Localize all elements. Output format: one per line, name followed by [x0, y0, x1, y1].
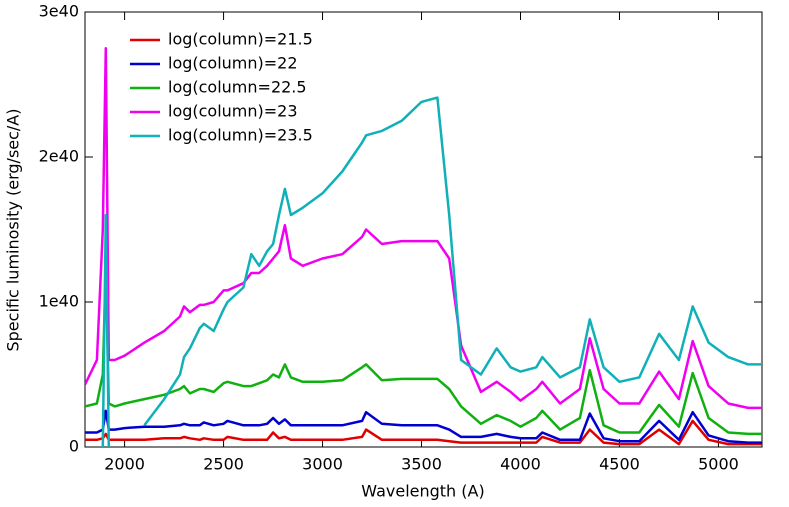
- series-line: [85, 264, 762, 436]
- x-tick-label: 4500: [599, 455, 640, 474]
- legend-label: log(column)=21.5: [168, 30, 313, 49]
- series-line: [85, 409, 762, 444]
- legend-label: log(column)=22: [168, 54, 298, 73]
- plot-frame: [84, 11, 763, 448]
- y-tick-label: 3e40: [39, 2, 79, 21]
- y-tick-label: 0: [69, 437, 79, 456]
- y-tick-label: 1e40: [39, 292, 79, 311]
- x-axis-label: Wavelength (A): [361, 482, 484, 501]
- series-line: [101, 96, 762, 447]
- x-tick-label: 3500: [401, 455, 442, 474]
- x-tick-label: 2000: [104, 455, 145, 474]
- x-tick-label: 5000: [698, 455, 739, 474]
- y-tick-label: 2e40: [39, 147, 79, 166]
- legend-label: log(column)=23: [168, 102, 298, 121]
- x-tick-label: 3000: [302, 455, 343, 474]
- legend-label: log(column=22.5: [168, 78, 307, 97]
- x-tick-label: 4000: [500, 455, 541, 474]
- legend-label: log(column)=23.5: [168, 126, 313, 145]
- series-line: [85, 47, 762, 410]
- y-axis-label: Specific luminosity (erg/sec/A): [4, 109, 23, 352]
- series-line: [85, 419, 762, 446]
- x-tick-label: 2500: [203, 455, 244, 474]
